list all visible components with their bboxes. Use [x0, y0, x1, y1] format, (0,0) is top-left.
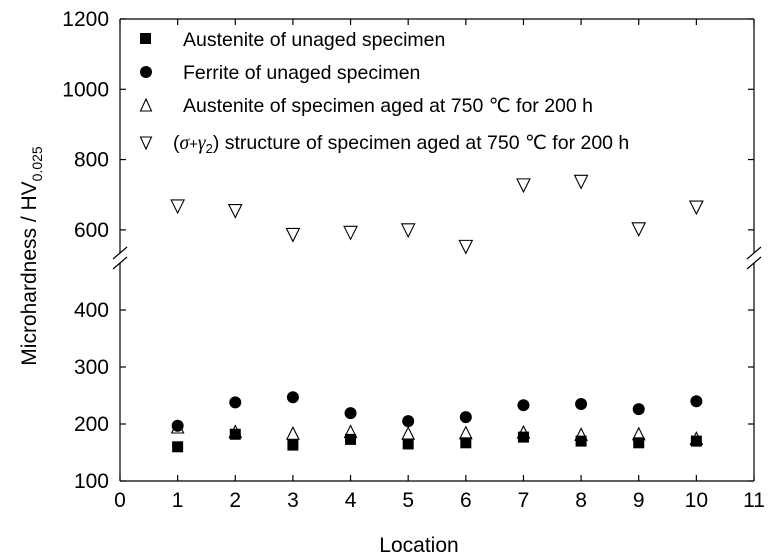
legend-label-plus: + — [189, 136, 198, 153]
x-tick-label: 9 — [633, 489, 645, 512]
left-axis-break-mark — [112, 256, 128, 270]
data-point-filled-square — [287, 439, 299, 451]
y-tick-label: 1200 — [62, 8, 109, 31]
legend-marker-filled-circle — [140, 66, 152, 78]
data-point-filled-square — [460, 437, 472, 449]
y-tick-label: 100 — [74, 470, 109, 493]
x-tick-label: 7 — [518, 489, 530, 512]
data-point-open-triangle-down — [227, 203, 243, 219]
legend-label: Ferrite of unaged specimen — [183, 62, 420, 84]
y-tick-label: 800 — [74, 149, 109, 172]
data-point-open-triangle-down — [458, 239, 474, 255]
data-point-open-triangle-down — [688, 200, 704, 216]
y-tick-label: 600 — [74, 219, 109, 242]
data-points — [170, 174, 704, 453]
data-point-filled-square — [172, 441, 184, 453]
data-point-open-triangle-up — [401, 426, 416, 440]
left-axis-break-mark — [112, 246, 128, 260]
data-point-open-triangle-down — [573, 174, 589, 190]
data-point-open-triangle-up — [286, 426, 300, 440]
legend-label-sigma: σ — [180, 133, 191, 154]
x-tick-label: 4 — [345, 489, 357, 512]
tick-labels: 0 1 2 3 4 5 6 7 8 9 10 11 100 200 300 400 600 800 1000 1200 — [62, 8, 765, 512]
data-point-filled-square — [633, 437, 645, 449]
data-point-filled-circle — [171, 419, 184, 432]
data-point-filled-circle — [690, 395, 703, 408]
data-point-open-triangle-up — [228, 424, 243, 439]
x-axis-title: Location — [379, 534, 458, 557]
data-point-open-triangle-up — [458, 425, 473, 440]
x-tick-label: 5 — [402, 489, 414, 512]
x-tick-label: 1 — [172, 489, 184, 512]
y-tick-label: 200 — [74, 413, 109, 436]
right-axis-break-mark — [746, 246, 762, 260]
data-point-filled-circle — [575, 398, 588, 411]
data-point-open-triangle-up — [516, 424, 531, 439]
data-point-open-triangle-down — [343, 225, 358, 241]
y-tick-label: 1000 — [62, 78, 109, 101]
legend: Austenite of unaged specimen Ferrite of … — [139, 29, 629, 156]
legend-label: Austenite of specimen aged at 750 ℃ for … — [183, 95, 593, 117]
x-tick-label: 6 — [460, 489, 472, 512]
y-tick-label: 300 — [74, 356, 109, 379]
legend-label: (σ+γ2) structure of specimen aged at 750… — [173, 132, 629, 156]
x-tick-label: 0 — [114, 489, 126, 512]
svg-text:Microhardness / HV0.025: Microhardness / HV0.025 — [18, 146, 45, 366]
data-point-open-triangle-up — [343, 424, 358, 439]
data-point-filled-circle — [517, 399, 530, 412]
data-point-open-triangle-up — [689, 431, 704, 445]
legend-label-gamma-sub: 2 — [206, 141, 213, 156]
data-point-open-triangle-up — [631, 426, 646, 441]
legend-item-ferrite-unaged: Ferrite of unaged specimen — [140, 62, 420, 84]
legend-label-prefix: ( — [173, 132, 180, 154]
data-point-filled-circle — [632, 403, 645, 416]
data-point-open-triangle-up — [170, 419, 185, 434]
right-axis-break-mark — [746, 256, 762, 270]
data-point-filled-circle — [344, 407, 357, 420]
legend-item-austenite-unaged: Austenite of unaged specimen — [140, 29, 445, 51]
data-point-open-triangle-down — [631, 222, 647, 238]
x-tick-label: 2 — [229, 489, 241, 512]
y-tick-label: 400 — [74, 299, 109, 322]
data-point-filled-circle — [229, 396, 242, 409]
data-point-open-triangle-down — [400, 223, 416, 239]
legend-label: Austenite of unaged specimen — [183, 29, 445, 51]
data-point-filled-square — [229, 428, 241, 440]
data-point-open-triangle-down — [285, 227, 301, 243]
x-tick-label: 11 — [743, 489, 765, 512]
legend-marker-open-triangle-down — [139, 136, 153, 151]
axes — [112, 18, 762, 482]
y-axis-title: Microhardness / HV0.025 — [18, 146, 45, 366]
data-point-open-triangle-up — [574, 427, 588, 441]
legend-label-gamma: γ — [198, 133, 207, 154]
data-point-filled-square — [575, 435, 587, 447]
data-point-filled-square — [345, 433, 357, 445]
data-point-filled-square — [517, 431, 529, 443]
x-tick-label: 3 — [287, 489, 299, 512]
y-axis-title-main: Microhardness / HV — [18, 181, 41, 365]
data-point-filled-square — [402, 438, 414, 450]
legend-item-austenite-aged: Austenite of specimen aged at 750 ℃ for … — [139, 95, 593, 117]
legend-label-rest: ) structure of specimen aged at 750 ℃ fo… — [213, 132, 629, 154]
legend-marker-filled-square — [140, 33, 151, 44]
y-axis-title-subscript: 0.025 — [29, 146, 45, 181]
data-point-filled-circle — [286, 391, 299, 404]
legend-item-sigma-gamma2-aged: (σ+γ2) structure of specimen aged at 750… — [139, 132, 629, 156]
x-tick-label: 8 — [575, 489, 587, 512]
data-point-filled-circle — [402, 415, 415, 428]
legend-marker-open-triangle-up — [139, 97, 153, 112]
data-point-open-triangle-down — [170, 199, 186, 215]
data-point-filled-circle — [459, 411, 472, 424]
x-tick-label: 10 — [685, 489, 708, 512]
data-point-open-triangle-down — [516, 178, 531, 194]
data-point-filled-square — [690, 435, 702, 447]
